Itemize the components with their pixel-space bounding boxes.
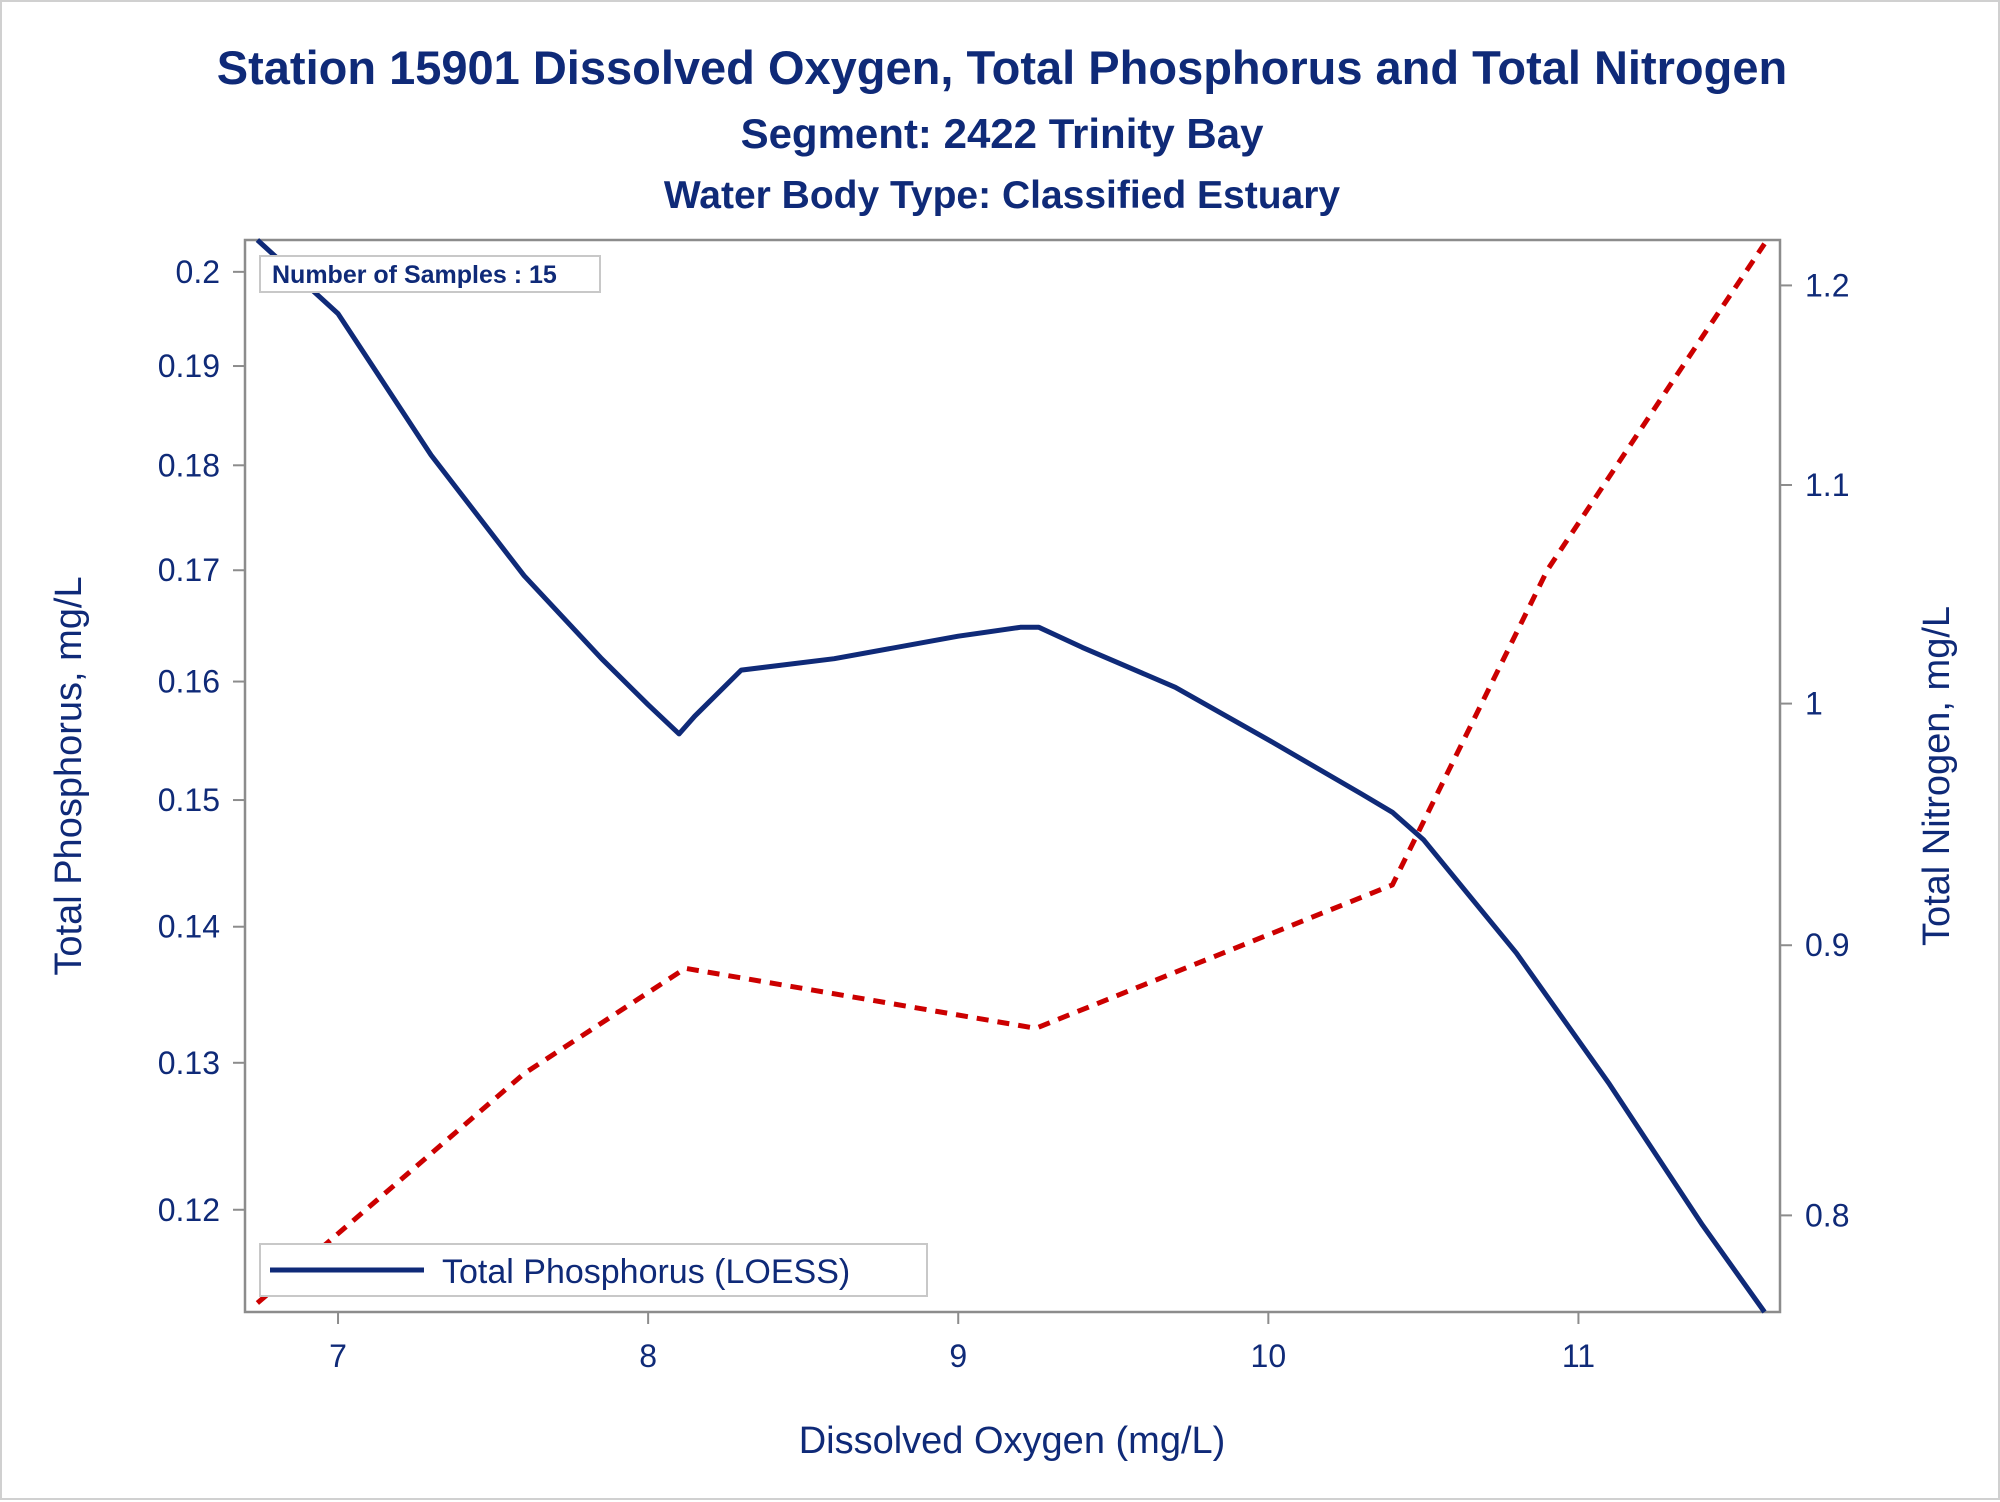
x-tick-label: 8 — [639, 1338, 657, 1374]
y2-tick-label: 1.1 — [1805, 467, 1849, 503]
y2-tick-label: 0.8 — [1805, 1197, 1849, 1233]
nitrogen-series-line — [255, 242, 1767, 1305]
y2-axis-label: Total Nitrogen, mg/L — [1916, 606, 1958, 946]
y-tick-label: 0.17 — [158, 552, 220, 588]
y-axis-label: Total Phosphorus, mg/L — [48, 576, 90, 975]
y2-tick-label: 1 — [1805, 686, 1823, 722]
x-tick-label: 11 — [1562, 1338, 1595, 1374]
x-tick-label: 9 — [949, 1338, 967, 1374]
chart-subtitle: Segment: 2422 Trinity Bay — [741, 110, 1265, 157]
y-axis-right: 0.8 0.9 1 1.1 1.2 — [1780, 267, 1849, 1233]
legend-label-phosphorus: Total Phosphorus (LOESS) — [442, 1253, 850, 1291]
x-axis: 7 8 9 10 11 — [329, 1312, 1595, 1374]
y2-tick-label: 0.9 — [1805, 927, 1849, 963]
x-tick-label: 7 — [329, 1338, 347, 1374]
y2-tick-label: 1.2 — [1805, 267, 1849, 303]
sample-count-box — [259, 255, 601, 293]
y-axis-left: 0.12 0.13 0.14 0.15 0.16 0.17 0.18 0.19 0.2 — [158, 254, 245, 1228]
y-tick-label: 0.18 — [158, 447, 220, 483]
y-tick-label: 0.13 — [158, 1045, 220, 1081]
phosphorus-series-line — [255, 238, 1767, 1314]
x-tick-label: 10 — [1251, 1338, 1287, 1374]
chart-title: Station 15901 Dissolved Oxygen, Total Ph… — [217, 41, 1787, 94]
sample-count-text: Number of Samples : 15 — [272, 261, 557, 289]
y-tick-label: 0.16 — [158, 664, 220, 700]
x-axis-label: Dissolved Oxygen (mg/L) — [799, 1420, 1226, 1462]
y-tick-label: 0.2 — [176, 254, 220, 290]
plot-area — [243, 238, 1782, 1314]
series-layer — [255, 238, 1767, 1314]
y-tick-label: 0.15 — [158, 782, 220, 818]
chart-subtitle-2: Water Body Type: Classified Estuary — [664, 174, 1340, 217]
y-tick-label: 0.14 — [158, 909, 220, 945]
y-tick-label: 0.19 — [158, 348, 220, 384]
y-tick-label: 0.12 — [158, 1192, 220, 1228]
